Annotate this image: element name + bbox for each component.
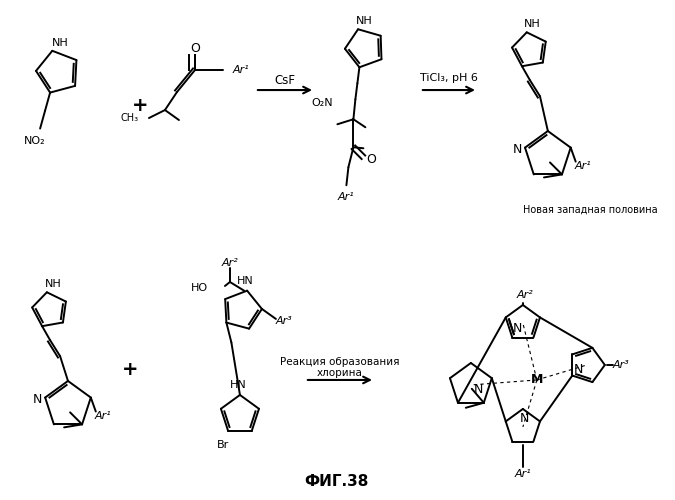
Text: Ar³: Ar³ — [612, 360, 629, 370]
Text: Ar¹: Ar¹ — [514, 469, 531, 479]
Text: +: + — [132, 96, 148, 114]
Text: N: N — [513, 322, 522, 336]
Text: N: N — [520, 412, 530, 426]
Text: TiCl₃, pH 6: TiCl₃, pH 6 — [420, 73, 478, 83]
Text: хлорина: хлорина — [317, 368, 363, 378]
Text: Ar¹: Ar¹ — [233, 65, 249, 75]
Text: NH: NH — [356, 16, 373, 26]
Text: HO: HO — [191, 283, 208, 293]
Text: O₂N: O₂N — [312, 98, 333, 108]
Text: HN: HN — [230, 380, 246, 390]
Text: Br: Br — [217, 440, 230, 450]
Text: NO₂: NO₂ — [24, 136, 46, 145]
Text: N: N — [512, 143, 522, 156]
Text: O: O — [190, 42, 200, 54]
Text: Ar²: Ar² — [516, 290, 533, 300]
Text: +: + — [122, 360, 138, 380]
Text: N: N — [32, 393, 42, 406]
Text: NH: NH — [45, 280, 61, 289]
Text: CH₃: CH₃ — [121, 113, 139, 123]
Text: M: M — [531, 374, 543, 386]
Text: N: N — [475, 384, 483, 396]
Text: Реакция образования: Реакция образования — [280, 357, 400, 367]
Text: Ar²: Ar² — [221, 258, 238, 268]
Text: Ar¹: Ar¹ — [95, 410, 111, 420]
Text: Ar³: Ar³ — [275, 316, 292, 326]
Text: O: O — [367, 152, 377, 166]
Text: NH: NH — [524, 20, 541, 30]
Text: CsF: CsF — [275, 74, 296, 86]
Text: ФИГ.38: ФИГ.38 — [304, 474, 369, 490]
Text: Ar¹: Ar¹ — [338, 192, 355, 202]
Text: Ar¹: Ar¹ — [574, 160, 591, 170]
Text: NH: NH — [52, 38, 69, 48]
Text: Новая западная половина: Новая западная половина — [522, 205, 657, 215]
Text: N: N — [574, 364, 583, 376]
Text: HN: HN — [237, 276, 254, 285]
